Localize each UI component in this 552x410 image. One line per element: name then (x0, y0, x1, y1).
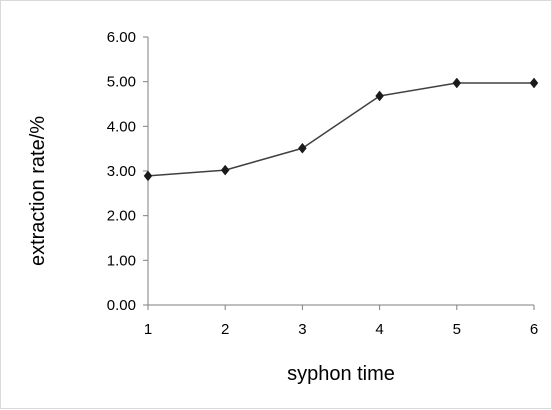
data-point-marker (452, 77, 462, 89)
series-group (143, 77, 539, 182)
series-line (147, 82, 534, 177)
data-point-marker (143, 170, 153, 182)
y-axis-title: extraction rate/% (27, 116, 49, 266)
x-tick-label: 6 (530, 321, 538, 338)
x-axis-title: syphon time (287, 363, 395, 385)
y-tick-label: 0.00 (107, 297, 136, 314)
x-tick-labels: 1 2 3 4 5 6 (144, 321, 538, 338)
data-point-marker (375, 90, 384, 102)
x-tick-label: 4 (375, 321, 383, 338)
x-tick-label: 5 (453, 321, 461, 338)
y-tick-label: 1.00 (107, 252, 136, 269)
y-tick-label: 5.00 (107, 74, 136, 91)
x-tick-label: 2 (221, 321, 229, 338)
data-point-marker (529, 77, 539, 89)
y-tick-label: 4.00 (107, 118, 136, 135)
data-point-marker (298, 142, 307, 154)
y-tick-label: 6.00 (107, 29, 136, 46)
y-tick-label: 2.00 (107, 208, 136, 225)
axes (143, 36, 535, 310)
y-tick-label: 3.00 (107, 163, 136, 180)
data-point-marker (220, 164, 230, 176)
y-tick-labels: 0.00 1.00 2.00 3.00 4.00 5.00 6.00 (107, 29, 136, 314)
x-tick-label: 3 (298, 321, 306, 338)
x-tick-label: 1 (144, 321, 152, 338)
